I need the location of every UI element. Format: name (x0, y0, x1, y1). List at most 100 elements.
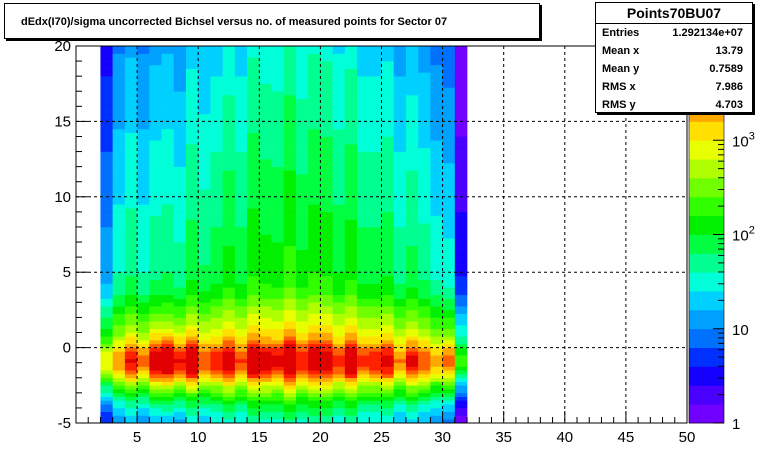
heatmap-cell (210, 351, 223, 356)
heatmap-cell (418, 64, 431, 69)
heatmap-cell (344, 373, 358, 379)
heatmap-cell (405, 411, 419, 416)
heatmap-cell (430, 275, 443, 281)
heatmap-cell (393, 411, 407, 416)
heatmap-cell (149, 226, 162, 232)
heatmap-cell (295, 57, 309, 62)
heatmap-cell (222, 208, 236, 213)
heatmap-cell (124, 347, 138, 352)
heatmap-cell (234, 317, 248, 322)
heatmap-cell (247, 147, 260, 152)
heatmap-cell (442, 238, 456, 243)
heatmap-cell (173, 279, 187, 284)
heatmap-cell (149, 155, 162, 160)
heatmap-cell (149, 332, 162, 337)
heatmap-cell (149, 128, 162, 134)
heatmap-cell (259, 249, 272, 254)
heatmap-cell (149, 87, 162, 92)
heatmap-cell (442, 61, 456, 66)
heatmap-cell (405, 260, 419, 265)
heatmap-cell (332, 373, 346, 379)
heatmap-cell (393, 366, 407, 371)
heatmap-cell (393, 324, 407, 330)
heatmap-cell (100, 260, 113, 265)
heatmap-cell (430, 351, 443, 356)
heatmap-cell (185, 72, 199, 77)
heatmap-cell (405, 294, 419, 299)
heatmap-cell (247, 46, 260, 51)
heatmap-cell (442, 110, 456, 115)
heatmap-cell (271, 72, 285, 77)
heatmap-cell (381, 253, 395, 258)
heatmap-cell (430, 328, 443, 333)
heatmap-cell (442, 87, 456, 92)
heatmap-cell (344, 234, 358, 239)
heatmap-cell (124, 294, 138, 299)
heatmap-cell (393, 196, 407, 201)
heatmap-cell (393, 283, 407, 288)
heatmap-cell (308, 275, 321, 281)
heatmap-cell (185, 279, 199, 284)
heatmap-cell (332, 407, 346, 412)
heatmap-cell (173, 79, 187, 84)
heatmap-cell (234, 419, 248, 424)
heatmap-cell (357, 253, 370, 258)
color-scale-band (689, 159, 724, 179)
heatmap-cell (454, 324, 468, 330)
heatmap-cell (161, 385, 175, 390)
heatmap-cell (185, 174, 199, 179)
heatmap-cell (454, 189, 468, 194)
heatmap-cell (405, 340, 419, 345)
heatmap-cell (259, 294, 272, 299)
heatmap-cell (332, 83, 346, 88)
heatmap-cell (173, 302, 187, 307)
heatmap-cell (418, 362, 431, 367)
heatmap-cell (283, 396, 297, 401)
heatmap-cell (137, 242, 150, 247)
heatmap-cell (210, 53, 223, 58)
heatmap-cell (112, 381, 126, 386)
x-tick-label: 5 (133, 429, 141, 446)
heatmap-cell (308, 332, 321, 337)
heatmap-cell (100, 98, 113, 103)
heatmap-cell (198, 91, 211, 96)
heatmap-cell (381, 313, 395, 318)
heatmap-cell (418, 68, 431, 73)
heatmap-cell (259, 355, 272, 360)
heatmap-cell (210, 98, 223, 103)
heatmap-cell (454, 340, 468, 345)
heatmap-cell (283, 400, 297, 405)
heatmap-cell (137, 136, 150, 141)
heatmap-cell (344, 404, 358, 409)
heatmap-cell (112, 242, 126, 247)
heatmap-cell (405, 272, 419, 277)
heatmap-cell (357, 106, 370, 111)
heatmap-cell (357, 238, 370, 243)
heatmap-cell (295, 404, 309, 409)
heatmap-cell (393, 46, 407, 51)
heatmap-cell (418, 166, 431, 171)
heatmap-cell (393, 72, 407, 77)
heatmap-cell (344, 159, 358, 164)
heatmap-cell (271, 83, 285, 88)
heatmap-cell (161, 275, 175, 281)
heatmap-cell (369, 189, 382, 194)
heatmap-cell (283, 68, 297, 73)
heatmap-cell (112, 272, 126, 277)
heatmap-cell (271, 193, 285, 198)
heatmap-cell (283, 223, 297, 228)
heatmap-cell (442, 46, 456, 51)
heatmap-cell (454, 415, 468, 420)
heatmap-cell (259, 336, 272, 341)
heatmap-cell (332, 46, 346, 51)
heatmap-cell (234, 49, 248, 54)
heatmap-cell (430, 268, 443, 273)
heatmap-cell (112, 177, 126, 183)
heatmap-cell (137, 68, 150, 73)
heatmap-cell (418, 226, 431, 232)
heatmap-cell (124, 419, 138, 424)
heatmap-cell (320, 381, 333, 386)
heatmap-cell (320, 373, 333, 379)
heatmap-cell (124, 370, 138, 375)
heatmap-cell (259, 91, 272, 96)
